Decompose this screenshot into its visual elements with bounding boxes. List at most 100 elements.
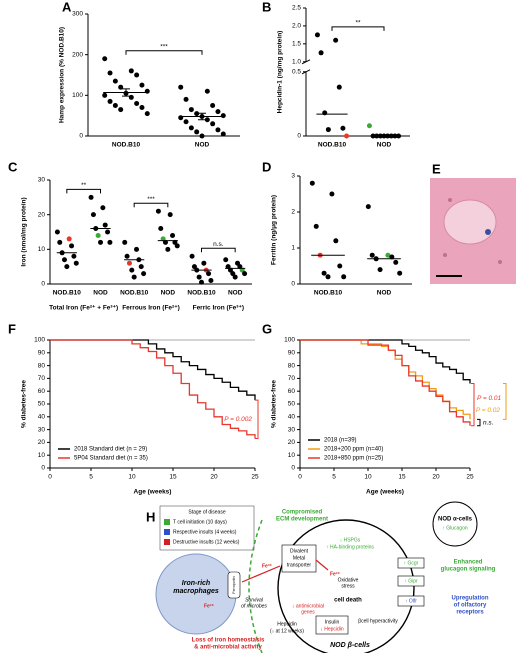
data-point xyxy=(107,239,113,245)
data-point xyxy=(128,68,134,74)
dmt-label: Metal xyxy=(293,555,305,561)
data-point xyxy=(105,229,111,235)
y-tick-label: 20 xyxy=(38,439,46,446)
data-point xyxy=(242,271,248,277)
ferroportin-label: Ferroportin xyxy=(232,576,236,593)
microbes-label: of microbes xyxy=(241,603,267,609)
y-tick-label: 2 xyxy=(291,209,295,216)
data-point xyxy=(340,125,346,131)
x-tick-label: 10 xyxy=(364,474,372,481)
data-point xyxy=(122,239,128,245)
data-point xyxy=(199,133,205,139)
ecm-genes: ↑ HA-binding proteins xyxy=(326,544,374,550)
y-tick-label: 30 xyxy=(38,426,46,433)
data-point xyxy=(325,274,331,280)
y-tick-label: 1.5 xyxy=(292,41,301,48)
data-point xyxy=(189,253,195,259)
group-label: Total Iron (Fe²⁺ + Fe³⁺) xyxy=(49,305,118,312)
error-bar xyxy=(122,88,130,97)
legend-box xyxy=(159,505,255,551)
significance-bracket xyxy=(125,50,203,55)
x-tick-label: NOD xyxy=(228,290,243,297)
data-point xyxy=(337,263,343,269)
significance-label: n.s. xyxy=(213,241,224,248)
data-point xyxy=(107,98,113,104)
data-point xyxy=(385,252,391,258)
y-axis-label: Hepcidin-1 (ng/mg protein) xyxy=(277,31,284,114)
y-tick-label: 40 xyxy=(288,414,296,421)
significance-bracket xyxy=(201,247,236,253)
data-point xyxy=(165,246,171,252)
y-tick-label: 30 xyxy=(288,426,296,433)
x-tick-label: 5 xyxy=(332,474,336,481)
data-point xyxy=(321,270,327,276)
data-point xyxy=(215,109,221,115)
legend-item: Destructive insults (12 weeks) xyxy=(173,539,240,545)
iron-arrow xyxy=(315,559,329,571)
x-tick-label: NOD.B10 xyxy=(314,290,343,297)
data-point xyxy=(196,274,202,280)
legend-swatch xyxy=(164,519,170,525)
data-point xyxy=(397,270,403,276)
data-point xyxy=(206,271,212,277)
y-tick-label: 20 xyxy=(288,439,296,446)
x-tick-label: 15 xyxy=(169,474,177,481)
y-tick-label: 50 xyxy=(288,401,296,408)
oxidative-label: Oxidative xyxy=(338,577,359,583)
legend-label: 2018+200 ppm (n=40) xyxy=(324,447,383,453)
data-point xyxy=(188,125,194,131)
x-tick-label: 0 xyxy=(48,474,52,481)
y-axis-label: Hamp expression (% NOD.B10) xyxy=(59,27,66,123)
significance-bracket xyxy=(331,26,385,31)
hyperactivity-label: βcell hyperactivity xyxy=(358,618,398,624)
y-tick-label: 20 xyxy=(38,211,46,218)
receptor-label: ↑ Gcgr xyxy=(404,560,419,566)
data-point xyxy=(126,260,132,266)
y-tick-label: 60 xyxy=(288,388,296,395)
iron-label: Fe²⁺ xyxy=(204,603,215,609)
data-point xyxy=(64,264,70,270)
ecm-label: ECM development xyxy=(276,517,328,523)
x-tick-label: 10 xyxy=(128,474,136,481)
data-point xyxy=(220,113,226,119)
y-tick-label: 60 xyxy=(38,388,46,395)
data-point xyxy=(71,253,77,259)
y-axis-label: Iron (nmol/mg protein) xyxy=(21,197,28,266)
y-tick-label: 0 xyxy=(291,465,295,472)
legend-title: Stage of disease xyxy=(188,509,225,515)
dmt-box xyxy=(281,544,317,573)
annotation-bracket xyxy=(477,418,481,427)
y-tick-label: 3 xyxy=(291,173,295,180)
legend-label: 2018 Standard diet (n = 29) xyxy=(74,447,147,453)
x-tick-label: NOD.B10 xyxy=(120,290,149,297)
y-tick-label: 10 xyxy=(38,452,46,459)
glucagon-signal-label: glucagon signaling xyxy=(441,567,496,573)
receptor-box xyxy=(397,595,425,607)
panel-letter: G xyxy=(262,321,272,336)
x-tick-label: 25 xyxy=(466,474,474,481)
olfactory-label: of olfactory xyxy=(454,603,487,609)
y-tick-label: 0 xyxy=(297,133,301,140)
data-point xyxy=(201,260,207,266)
data-point xyxy=(329,191,335,197)
data-point xyxy=(318,50,324,56)
data-point xyxy=(158,226,164,232)
data-point xyxy=(178,115,184,121)
x-tick-label: 15 xyxy=(398,474,406,481)
error-bar xyxy=(198,112,206,121)
data-point xyxy=(124,253,130,259)
panel-letter: A xyxy=(62,0,72,14)
data-point xyxy=(144,88,150,94)
y-tick-label: 1.0 xyxy=(292,58,301,65)
significance-label: ** xyxy=(355,20,361,27)
panel-letter: H xyxy=(146,509,155,524)
ferroportin-channel xyxy=(227,571,241,599)
annotation-bracket xyxy=(255,399,259,440)
data-point xyxy=(309,180,315,186)
data-point xyxy=(194,111,200,117)
data-point xyxy=(112,78,118,84)
islet xyxy=(443,199,497,245)
data-point xyxy=(199,279,204,285)
y-tick-label: 70 xyxy=(288,375,296,382)
